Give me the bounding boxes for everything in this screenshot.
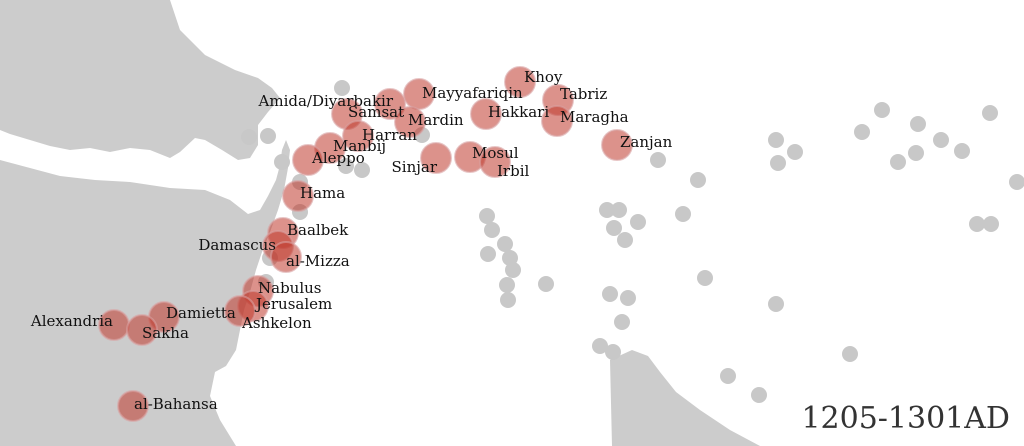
site-dot (620, 290, 636, 306)
site-dot (602, 286, 618, 302)
site-dot (770, 155, 786, 171)
site-dot (697, 270, 713, 286)
site-dot (690, 172, 706, 188)
site-dot (606, 220, 622, 236)
site-dot (983, 216, 999, 232)
city-label: Ashkelon (241, 314, 312, 332)
site-dot (751, 387, 767, 403)
site-dot (1009, 174, 1024, 190)
levant-egypt-land (0, 140, 290, 446)
city-label: Harran (362, 126, 417, 144)
active-site-dot (224, 295, 256, 327)
site-dot (479, 208, 495, 224)
city-label: Hakkari (488, 103, 549, 121)
site-dot (910, 116, 926, 132)
active-site-dot (541, 105, 573, 137)
active-site-dot (126, 314, 158, 346)
active-site-dot (479, 146, 511, 178)
site-dot (617, 232, 633, 248)
city-label: Damascus (198, 236, 276, 254)
site-dot (768, 296, 784, 312)
site-dot (954, 143, 970, 159)
site-dot (260, 128, 276, 144)
site-dot (890, 154, 906, 170)
active-site-dot (270, 241, 302, 273)
city-label: Manbij (333, 137, 386, 155)
active-site-dot (504, 66, 536, 98)
landmass (0, 0, 760, 446)
site-dot (982, 105, 998, 121)
period-label: 1205-1301AD (801, 401, 1010, 436)
site-dot (842, 346, 858, 362)
arabia-land (610, 350, 760, 446)
city-label: Aleppo (311, 149, 365, 167)
city-label: Mosul (472, 144, 519, 162)
site-dot (538, 276, 554, 292)
city-label: al-Mizza (286, 252, 350, 270)
site-dot (499, 277, 515, 293)
active-site-dot (374, 88, 406, 120)
grey-site-layer (241, 80, 1024, 403)
site-dot (908, 145, 924, 161)
site-dot (505, 262, 521, 278)
city-label: Sakha (142, 324, 189, 342)
site-dot (274, 154, 290, 170)
city-label: Baalbek (287, 221, 349, 239)
anatolia-land (0, 0, 280, 160)
active-site-dot (420, 142, 452, 174)
active-site-layer (98, 66, 633, 422)
city-label: al-Bahansa (134, 395, 218, 413)
city-label-layer: KhoyTabrizMayyafariqinAmida/DiyarbakirSa… (30, 68, 673, 413)
city-label: Sinjar (392, 158, 438, 176)
active-site-dot (342, 120, 374, 152)
city-label: Alexandria (30, 312, 113, 330)
city-label: Samsat (348, 103, 404, 121)
site-dot (787, 144, 803, 160)
north-shore-land (0, 10, 60, 72)
active-site-dot (282, 180, 314, 212)
city-label: Nabulus (258, 279, 322, 297)
city-label: Irbil (497, 162, 529, 180)
city-label: Tabriz (560, 85, 607, 103)
site-dot (354, 162, 370, 178)
site-dot (854, 124, 870, 140)
city-label: Khoy (524, 68, 563, 86)
site-dot (969, 216, 985, 232)
site-dot (720, 368, 736, 384)
site-dot (675, 206, 691, 222)
city-label: Mardin (408, 111, 464, 129)
city-label: Jerusalem (254, 295, 332, 313)
site-dot (502, 250, 518, 266)
city-label: Damietta (166, 304, 236, 322)
site-dot (874, 102, 890, 118)
active-site-dot (117, 390, 149, 422)
city-label: Amida/Diyarbakir (258, 92, 394, 110)
site-dot (605, 344, 621, 360)
city-label: Mayyafariqin (422, 84, 523, 102)
city-label: Maragha (560, 108, 629, 126)
city-label: Zanjan (620, 133, 673, 151)
site-dot (650, 152, 666, 168)
site-dot (338, 158, 354, 174)
active-site-dot (470, 98, 502, 130)
site-dot (500, 292, 516, 308)
site-dot (497, 236, 513, 252)
site-dot (592, 338, 608, 354)
site-dot (241, 129, 257, 145)
active-site-dot (394, 106, 426, 138)
active-site-dot (601, 129, 633, 161)
city-label: Hama (300, 184, 345, 202)
site-dot (334, 80, 350, 96)
site-dot (484, 222, 500, 238)
site-dot (768, 132, 784, 148)
site-dot (599, 202, 615, 218)
active-site-dot (292, 144, 324, 176)
site-dot (611, 202, 627, 218)
site-dot (614, 314, 630, 330)
site-dot (630, 214, 646, 230)
site-dot (480, 246, 496, 262)
site-dot (933, 132, 949, 148)
